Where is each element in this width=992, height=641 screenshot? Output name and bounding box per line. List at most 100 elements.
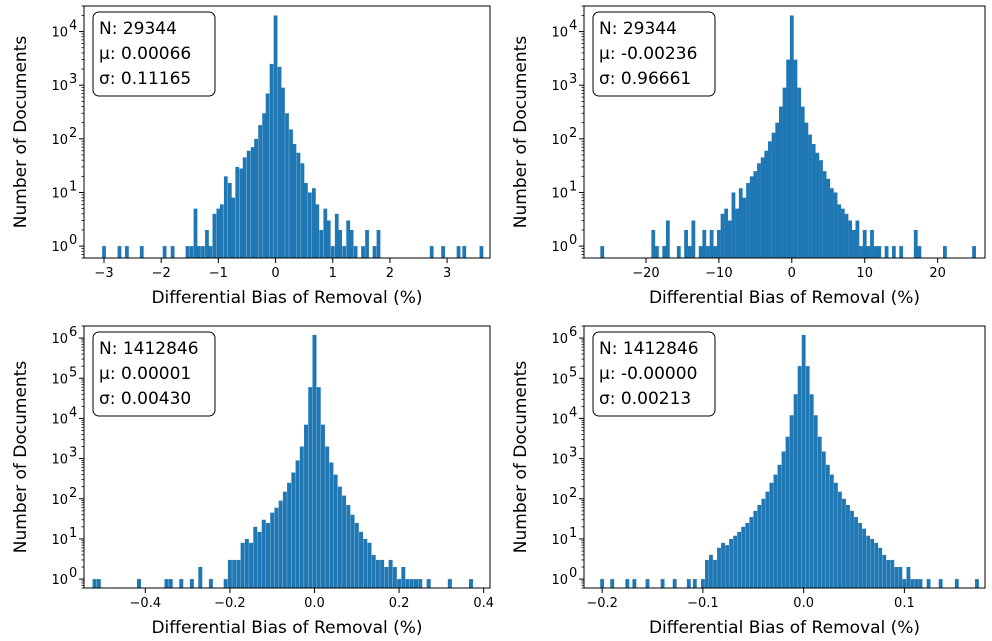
histogram-bar	[684, 229, 688, 258]
histogram-bar	[249, 542, 254, 588]
x-tick-label: 0.1	[894, 596, 915, 611]
histogram-bar	[938, 579, 943, 588]
histogram-bar	[350, 514, 355, 588]
histogram-bar	[242, 157, 247, 258]
histogram-bar	[830, 188, 834, 258]
plot-frame	[583, 325, 986, 589]
histogram-bar	[307, 192, 312, 258]
histogram-bar	[304, 424, 309, 588]
y-tick-exponent: 1	[569, 179, 577, 194]
histogram-bar	[418, 579, 423, 588]
histogram-bar	[380, 559, 385, 588]
histogram-bar	[479, 246, 484, 258]
histogram-bar	[219, 204, 224, 258]
y-tick-label: 10	[51, 412, 68, 427]
histogram-bar	[632, 579, 637, 588]
histogram-bar	[797, 87, 801, 258]
histogram-bar	[212, 213, 217, 258]
histogram-bar	[854, 517, 858, 588]
histogram-bar	[877, 246, 882, 258]
histogram-bar	[866, 246, 871, 258]
histogram-bar	[384, 567, 389, 588]
y-tick-label: 10	[551, 186, 568, 201]
histogram-bar	[456, 246, 461, 258]
y-axis-label: Number of Documents	[11, 361, 31, 554]
stats-stddev: σ: 0.00430	[99, 389, 191, 409]
histogram-bar	[660, 579, 665, 588]
histogram-bar	[749, 176, 754, 258]
histogram-bar	[706, 246, 710, 258]
histogram-bar	[943, 246, 947, 258]
histogram-bar	[815, 152, 820, 258]
stats-box	[92, 11, 216, 97]
histogram-bar	[289, 129, 293, 258]
y-tick-exponent: 5	[69, 365, 77, 380]
histogram-bar	[269, 63, 274, 258]
histogram-bar	[913, 229, 918, 258]
x-tick-label: −0.1	[687, 596, 719, 611]
histogram-bar	[817, 436, 822, 588]
histogram-bar	[870, 538, 875, 588]
histogram-bar	[825, 464, 830, 588]
histogram-bar	[917, 246, 922, 258]
histogram-bar	[244, 538, 249, 588]
x-tick-label: −20	[632, 266, 659, 281]
histogram-bar	[96, 579, 101, 588]
histogram-bar	[235, 166, 240, 258]
histogram-bar	[246, 150, 251, 258]
histogram-bar	[125, 246, 129, 258]
y-tick-exponent: 0	[69, 566, 77, 581]
y-tick-exponent: 2	[569, 126, 577, 141]
histogram-bar	[236, 559, 241, 588]
y-tick-label: 10	[551, 573, 568, 588]
histogram-bar	[353, 246, 358, 258]
histogram-bar	[757, 504, 762, 588]
histogram-bar	[600, 579, 605, 588]
histogram-bar	[216, 208, 221, 258]
histogram-bar	[822, 171, 827, 258]
histogram-bar	[720, 213, 725, 258]
stats-stddev: σ: 0.11165	[99, 69, 191, 89]
histogram-bar	[662, 246, 667, 258]
histogram-bar	[468, 579, 473, 588]
histogram-bar	[972, 246, 976, 258]
y-tick-exponent: 4	[569, 19, 577, 34]
histogram-bar	[874, 542, 879, 588]
x-tick-label: −0.4	[130, 596, 162, 611]
histogram-bar	[724, 208, 729, 258]
histogram-bar	[227, 183, 232, 258]
histogram-bar	[329, 462, 334, 588]
histogram-bar	[197, 246, 201, 258]
histogram-bar	[850, 510, 854, 588]
histogram-bar	[208, 579, 213, 588]
stats-n: N: 1412846	[99, 339, 199, 359]
stats-stddev: σ: 0.00213	[599, 389, 691, 409]
histogram-bar	[185, 246, 190, 258]
histogram-bar	[349, 229, 354, 258]
histogram-bar	[840, 208, 845, 258]
histogram-bar	[821, 451, 826, 588]
histogram-bar	[223, 579, 228, 588]
histogram-bar	[886, 559, 891, 588]
histogram-bar	[334, 213, 339, 258]
histogram-bar	[781, 451, 786, 588]
histogram-bar	[164, 579, 169, 588]
histogram-bar	[745, 522, 750, 588]
histogram-bar	[205, 229, 209, 258]
histogram-bar	[742, 197, 747, 258]
histogram-bar	[189, 579, 194, 588]
y-tick-exponent: 2	[69, 486, 77, 501]
histogram-bar	[914, 579, 919, 588]
x-tick-label: 1	[329, 266, 337, 281]
histogram-bar	[397, 579, 402, 588]
histogram-bar	[365, 229, 369, 258]
histogram-bar	[405, 579, 410, 588]
histogram-bar	[837, 204, 842, 258]
histogram-bar	[700, 579, 705, 588]
histogram-bar	[261, 519, 266, 588]
histogram-bar	[300, 163, 305, 258]
y-tick-label: 10	[51, 573, 68, 588]
histogram-bar	[884, 246, 889, 258]
histogram-bar	[257, 531, 262, 588]
